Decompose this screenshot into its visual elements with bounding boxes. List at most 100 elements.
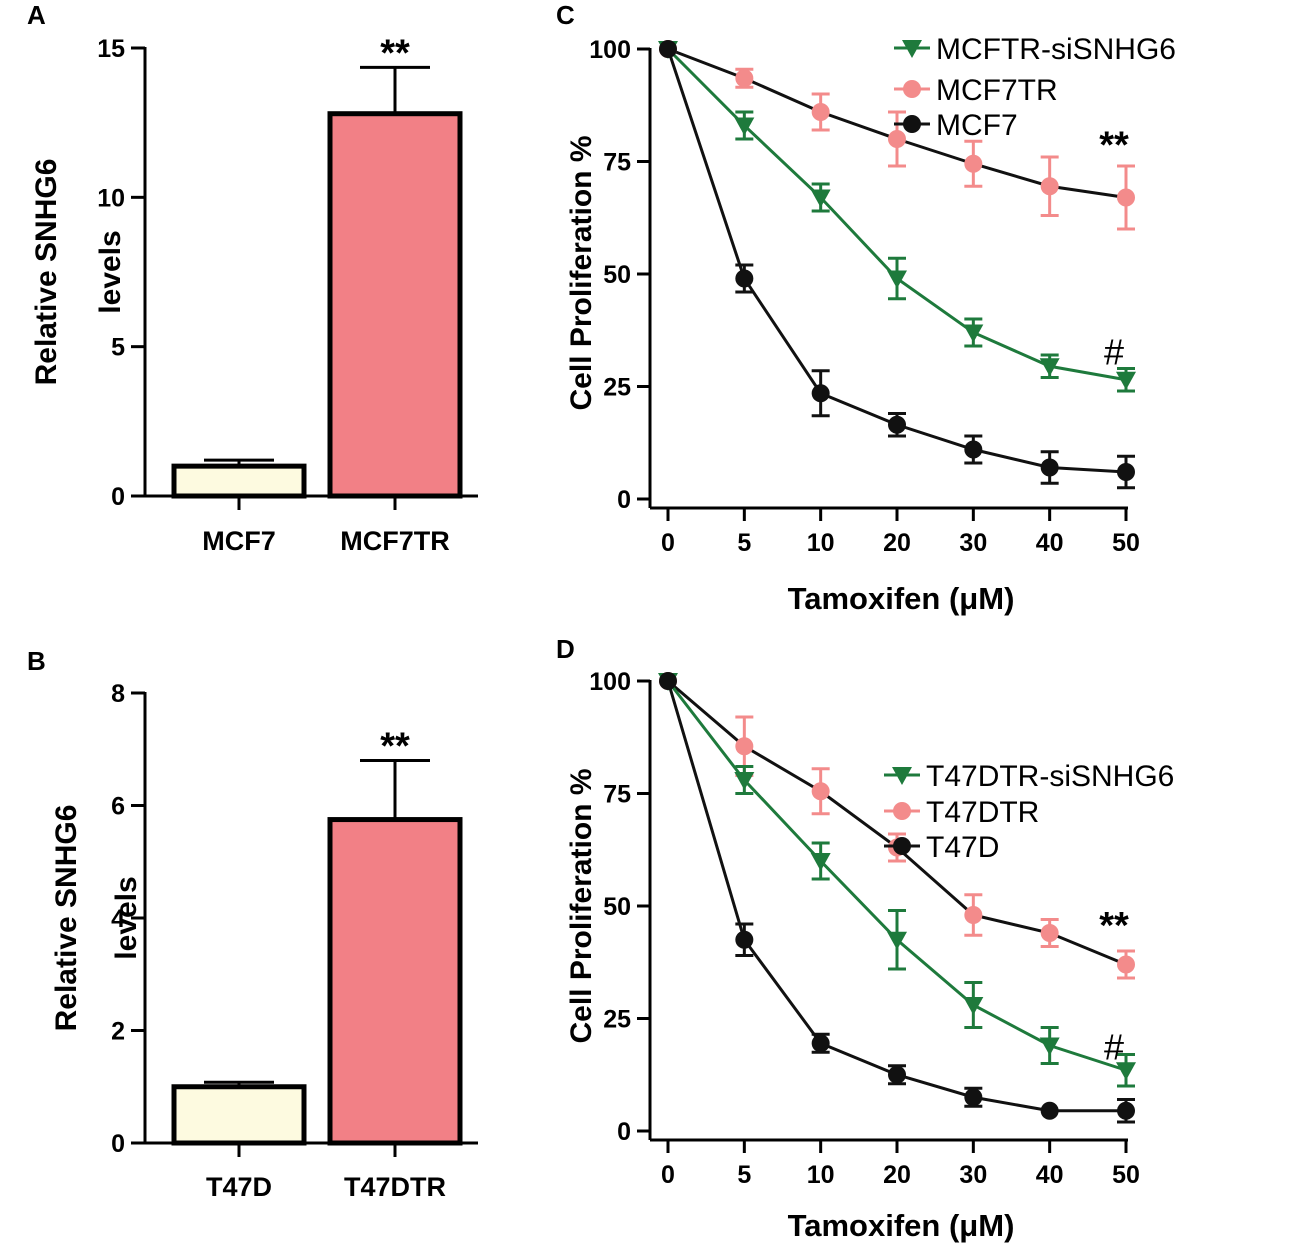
y-tick-label: 4 [111, 905, 125, 933]
x-tick-label: MCF7 [202, 526, 276, 556]
significance-label: ** [380, 32, 410, 74]
y-tick-label: 8 [111, 680, 125, 708]
series-t47d [659, 672, 1135, 1124]
x-tick-label: 40 [1036, 1161, 1064, 1189]
data-point [1040, 924, 1059, 942]
y-tick-label: 0 [111, 1130, 125, 1158]
data-point [1117, 463, 1135, 481]
x-tick-label: T47D [206, 1172, 272, 1202]
x-axis-label: Tamoxifen (μM) [788, 581, 1015, 616]
x-tick-label: MCF7TR [340, 526, 450, 556]
y-axis-label-line1: Relative SNHG6 [50, 805, 83, 1032]
data-point [888, 415, 906, 434]
x-tick-label: 0 [661, 1161, 675, 1189]
bar-t47d [171, 1084, 307, 1146]
data-point [902, 40, 922, 58]
y-axis-label-line2: levels [110, 876, 143, 959]
y-tick-label: 100 [589, 36, 631, 64]
data-point [734, 772, 755, 790]
series-mcftr-sisnhg6 [658, 41, 1136, 393]
y-tick-label: 25 [603, 374, 631, 402]
panel-c: C 0 25 50 75 100 0 5 10 20 30 40 50 Tamoxifen (μM) Cel… [556, 0, 1176, 616]
x-tick-label: 5 [737, 529, 751, 557]
data-point [964, 906, 983, 924]
bar-mcf7tr [327, 111, 463, 499]
data-point [963, 997, 984, 1015]
annotation-label: # [1104, 332, 1124, 373]
legend-entry: T47D [926, 831, 999, 864]
data-point [1117, 955, 1135, 974]
y-tick-label: 10 [97, 184, 125, 212]
y-axis-label: Relative SNHG6 levels [30, 159, 127, 386]
data-point [963, 324, 984, 343]
y-tick-label: 0 [111, 483, 125, 511]
x-tick-label: 0 [661, 529, 675, 557]
data-point [1116, 1062, 1136, 1081]
data-point [893, 802, 911, 820]
data-point [903, 80, 921, 98]
legend-entry: T47DTR [926, 796, 1039, 829]
panel-label: B [27, 646, 46, 676]
data-point [735, 269, 754, 288]
y-tick-label: 50 [603, 893, 631, 921]
x-tick-label: 40 [1036, 529, 1064, 557]
data-point [810, 189, 831, 208]
data-point [811, 384, 830, 403]
data-point [892, 767, 912, 785]
data-point [964, 1088, 983, 1107]
data-point [1117, 1101, 1135, 1120]
data-point [1116, 371, 1136, 390]
panel-a: A 0 5 10 15 Relative SNHG6 levels MCF7 MCF7TR ** [27, 0, 478, 556]
data-point [811, 103, 830, 121]
significance-label: ** [380, 726, 410, 768]
bar-t47dtr [327, 817, 463, 1146]
data-point [659, 672, 677, 690]
y-axis-label: Cell Proliferation % [565, 135, 598, 410]
y-axis-label-line1: Relative SNHG6 [30, 159, 63, 386]
y-axis-label: Cell Proliferation % [565, 768, 598, 1043]
data-point [1117, 188, 1135, 207]
panel-label: A [27, 0, 46, 30]
x-tick-label: T47DTR [344, 1172, 446, 1202]
x-tick-label: 30 [959, 1161, 987, 1189]
y-tick-label: 6 [111, 793, 125, 821]
data-point [888, 1065, 906, 1084]
x-tick-label: 50 [1112, 529, 1140, 557]
y-tick-label: 75 [603, 781, 631, 809]
series-mcf7 [659, 40, 1135, 490]
y-tick-label: 100 [589, 668, 631, 696]
annotation-label: # [1104, 1027, 1124, 1068]
x-tick-label: 10 [807, 1161, 835, 1189]
data-point [1040, 1101, 1059, 1120]
series-mcf7tr [659, 40, 1135, 231]
legend-entry: MCFTR-siSNHG6 [936, 33, 1176, 66]
annotation-label: ** [1099, 905, 1129, 947]
legend-entry: MCF7 [936, 109, 1018, 142]
bar-mcf7 [171, 463, 307, 499]
data-point [1039, 358, 1060, 377]
y-tick-label: 0 [617, 486, 631, 514]
data-point [1040, 458, 1059, 477]
data-point [810, 853, 831, 871]
data-point [893, 837, 911, 855]
data-point [735, 737, 754, 756]
x-tick-label: 30 [959, 529, 987, 557]
data-point [964, 154, 983, 173]
y-tick-label: 2 [111, 1018, 125, 1046]
x-axis-label: Tamoxifen (μM) [788, 1208, 1015, 1243]
data-point [735, 930, 754, 949]
panel-label: D [556, 634, 575, 664]
y-tick-label: 25 [603, 1006, 631, 1034]
x-tick-label: 5 [737, 1161, 751, 1189]
y-axis-label: Relative SNHG6 levels [50, 805, 143, 1032]
data-point [887, 270, 907, 289]
y-tick-label: 5 [111, 334, 125, 362]
data-point [964, 440, 983, 459]
data-point [887, 931, 907, 950]
data-point [903, 115, 921, 133]
y-tick-label: 75 [603, 149, 631, 177]
x-tick-label: 50 [1112, 1161, 1140, 1189]
data-point [1039, 1037, 1060, 1056]
x-tick-label: 10 [807, 529, 835, 557]
